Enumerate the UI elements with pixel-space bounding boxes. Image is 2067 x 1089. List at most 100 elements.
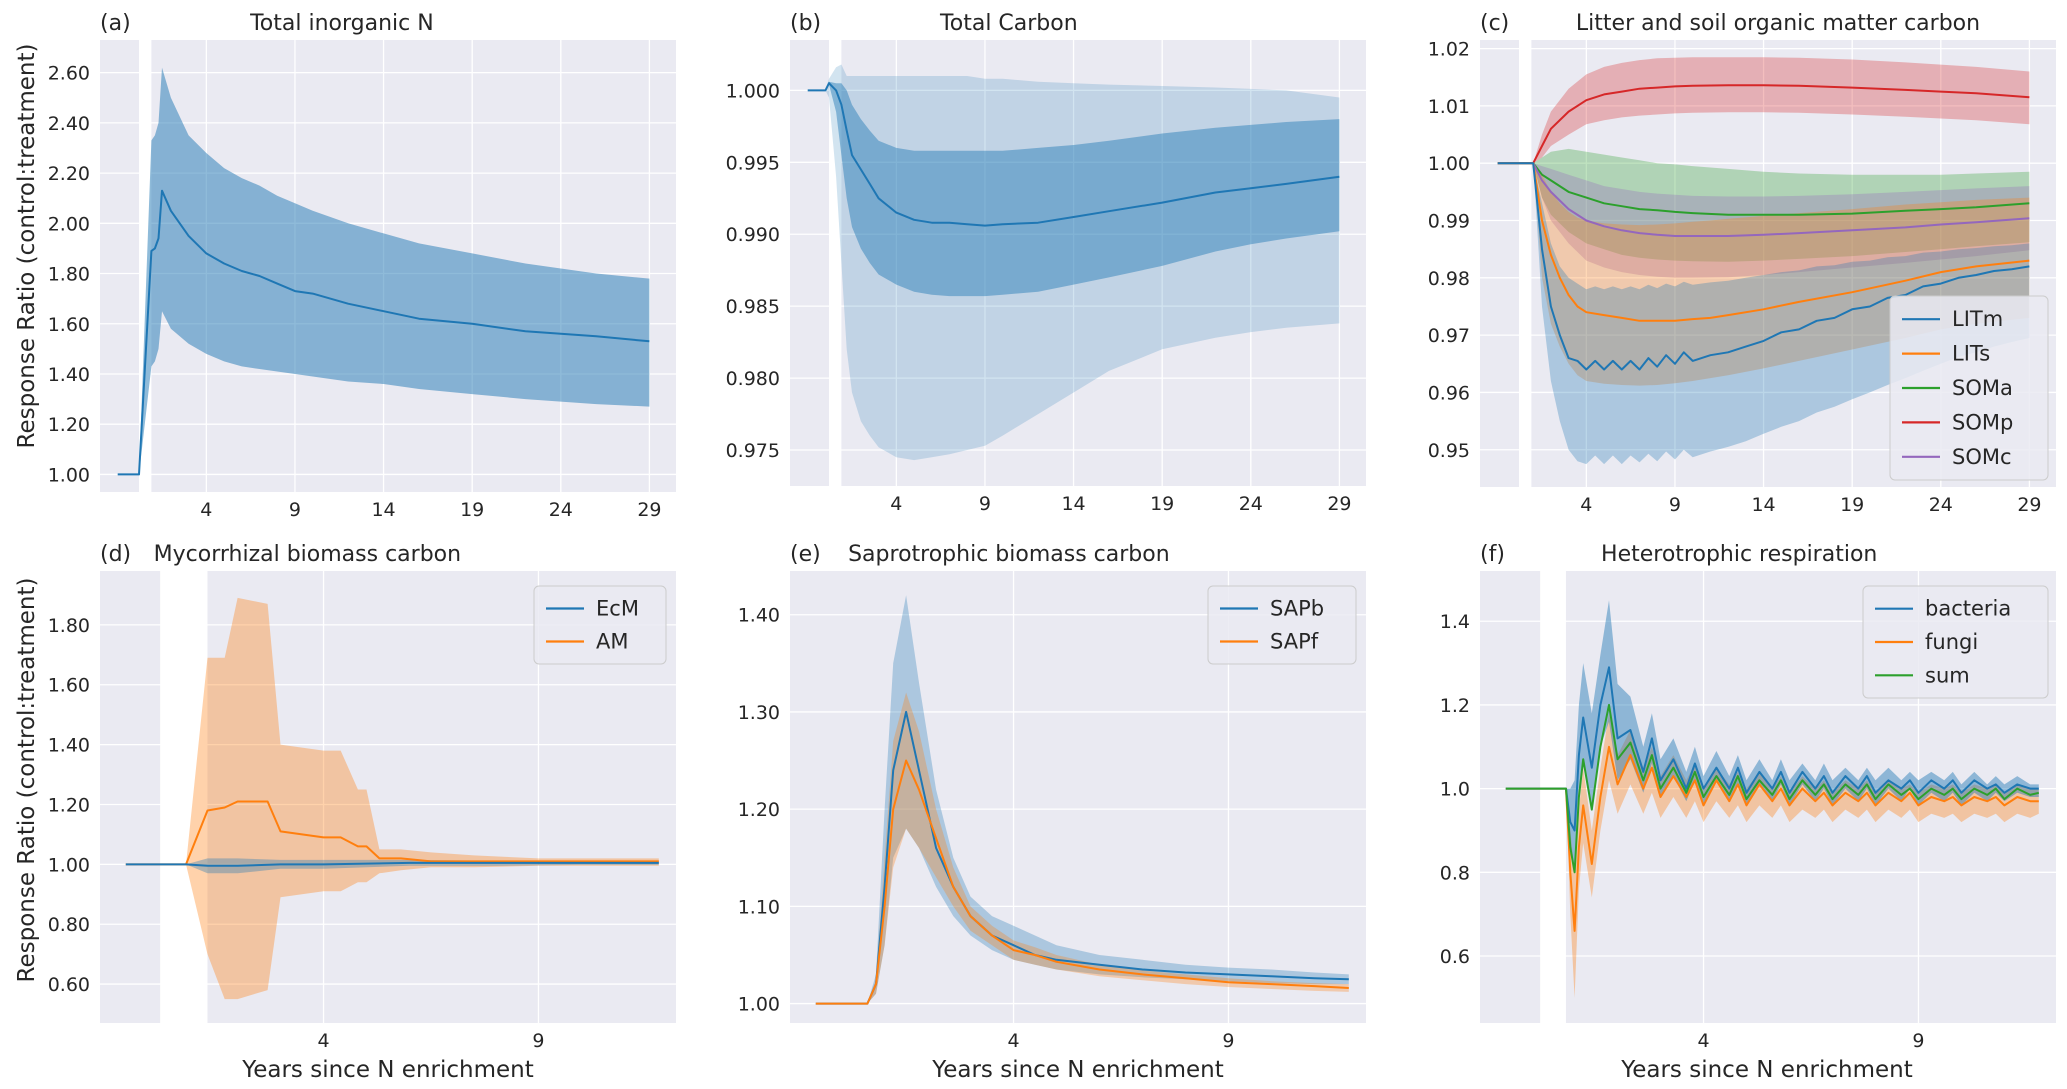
x-tick-label: 19 [460,499,484,521]
legend-box [1889,295,2049,481]
series-line-AM [125,800,659,866]
panel-label: (d) [100,542,131,567]
x-tick-label: 9 [979,493,991,515]
x-tick-label: 19 [1840,494,1864,516]
y-tick-label: 0.980 [726,368,780,390]
series-group [117,67,650,476]
y-tick-label: 2.20 [48,163,90,185]
y-tick-label: 2.60 [48,63,90,85]
legend-label-LITs: LITs [1952,342,1990,366]
legend: EcM AM [533,585,667,665]
y-tick-label: 1.00 [1428,153,1470,175]
panel-label: (f) [1480,542,1505,567]
confidence-band-SAPb [815,595,1349,1004]
series-line-Total Carbon [807,82,1340,227]
y-tick-label: 1.00 [738,994,780,1016]
confidence-band-LITm [1497,163,2030,465]
y-tick-label: 0.60 [48,974,90,996]
y-tick-label: 1.20 [738,799,780,821]
y-tick-label: 0.80 [48,914,90,936]
series-line-LITm [1497,162,2030,371]
plot-area [790,40,1366,486]
confidence-band-SOMa [1497,148,2030,262]
x-tick-label: 29 [1327,493,1351,515]
panel-label: (e) [790,542,821,567]
panel-title: Mycorrhizal biomass carbon [154,542,461,567]
series-line-SAPf [815,759,1349,1005]
gap-band [160,571,208,1023]
x-tick-label: 9 [1669,494,1681,516]
x-tick-label: 4 [1007,1030,1019,1052]
legend-label-SOMp: SOMp [1952,410,2013,434]
y-tick-label: 1.80 [48,615,90,637]
y-tick-label: 1.02 [1428,39,1470,61]
series-line-fungi [1505,745,2039,932]
panel-title: Total inorganic N [249,11,434,36]
confidence-band-bacteria [1505,600,2039,873]
x-tick-label: 24 [549,499,573,521]
legend-label-sum: sum [1925,663,1970,687]
x-tick-label: 9 [532,1030,544,1052]
y-tick-label: 2.00 [48,213,90,235]
confidence-band-Total inorganic N [117,67,650,475]
y-tick-label: 1.40 [738,605,780,627]
legend-label-SAPb: SAPb [1270,597,1324,621]
y-tick-label: 0.8 [1440,862,1470,884]
x-tick-label: 4 [317,1030,329,1052]
x-tick-label: 4 [200,499,212,521]
series-line-bacteria [1505,666,2039,832]
gap-band [1540,571,1566,1023]
y-axis-label-bottom: Response Ratio (control:treatment) [14,578,40,983]
x-tick-label: 24 [1239,493,1263,515]
confidence-band-Total Carbon [807,64,1340,461]
series-group [807,64,1340,461]
series-line-SOMa [1497,162,2030,216]
y-tick-label: 0.99 [1428,211,1470,233]
x-tick-label: 14 [1751,494,1775,516]
x-tick-label: 9 [289,499,301,521]
y-tick-label: 1.01 [1428,96,1470,118]
y-tick-label: 0.975 [726,440,780,462]
panel-e: 4 9 1.00 1.10 1.20 1.30 1.40 (e) Saprotrophic bi… [738,542,1366,1052]
series-line-LITs [1497,162,2030,322]
legend: bacteria fungi sum [1862,585,2049,699]
y-tick-label: 1.80 [48,264,90,286]
x-tick-label: 24 [1929,494,1953,516]
panel-d: 4 9 0.60 0.80 1.00 1.20 1.40 1.60 1.80 (d) Mycorrh… [48,542,676,1052]
confidence-band-SAPf [815,692,1349,1004]
confidence-band-SOMc [1497,163,2030,278]
y-tick-label: 1.60 [48,314,90,336]
legend-box [533,585,667,665]
series-group [125,597,659,1000]
gap-band [1518,40,1532,487]
y-tick-label: 1.10 [738,896,780,918]
panel-a: 4 9 14 19 24 29 1.00 1.20 1.40 1.60 1.80 2.00 2.20 2.… [48,11,676,521]
x-tick-label: 29 [637,499,661,521]
x-tick-label: 4 [1580,494,1592,516]
y-tick-label: 0.995 [726,152,780,174]
y-tick-label: 1.40 [48,364,90,386]
x-axis-label-d: Years since N enrichment [241,1057,534,1083]
series-line-SOMp [1497,84,2030,165]
legend-label-EcM: EcM [596,597,639,621]
y-tick-label: 0.97 [1428,325,1470,347]
panel-title: Litter and soil organic matter carbon [1576,11,1980,36]
y-tick-label: 0.990 [726,224,780,246]
x-tick-label: 14 [1061,493,1085,515]
y-axis-label-top: Response Ratio (control:treatment) [14,44,40,449]
confidence-band-AM [125,597,659,1000]
y-tick-label: 0.95 [1428,440,1470,462]
legend-label-fungi: fungi [1925,630,1978,654]
panel-f: 4 9 0.6 0.8 1.0 1.2 1.4 (f) Heterotrophic respir… [1440,542,2056,1052]
y-tick-label: 1.4 [1440,611,1470,633]
panel-title: Total Carbon [939,11,1078,36]
y-tick-label: 0.6 [1440,946,1470,968]
y-tick-label: 1.000 [726,80,780,102]
panel-label: (a) [100,11,131,36]
y-tick-label: 0.985 [726,296,780,318]
x-tick-label: 19 [1150,493,1174,515]
confidence-band-fungi [1505,713,2039,998]
legend-label-bacteria: bacteria [1925,597,2011,621]
panel-label: (b) [790,11,821,36]
